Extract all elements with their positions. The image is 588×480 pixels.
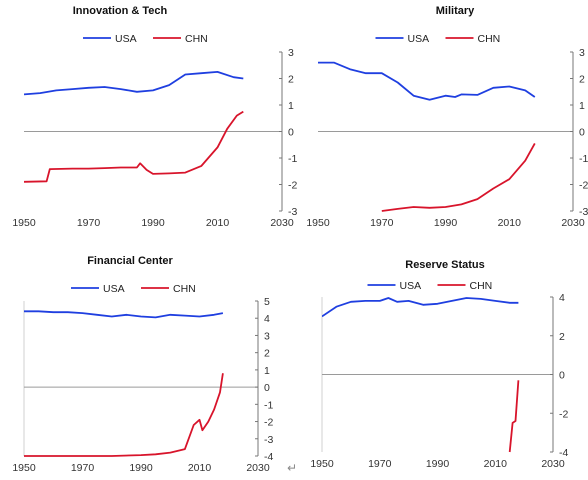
x-tick-label: 2030 (561, 217, 585, 229)
x-tick-label: 1970 (370, 217, 394, 229)
y-tick-label: 2 (288, 74, 294, 86)
series-line-usa (318, 61, 536, 101)
y-tick-label: 0 (559, 370, 565, 382)
series-line-chn (24, 373, 224, 457)
x-tick-label: 1990 (141, 217, 165, 229)
y-tick-label: 3 (288, 47, 294, 59)
y-tick-label: -3 (264, 434, 273, 446)
chart-panel-2: Military 3 2 1 0 -1 -2 -3 1950 1970 1990 2010 2030 US… (306, 5, 588, 229)
x-tick-label: 2010 (188, 462, 212, 474)
x-tick-label: 1950 (310, 458, 334, 470)
x-tick-label: 2010 (206, 217, 230, 229)
x-tick-label: 1990 (434, 217, 458, 229)
y-tick-label: 0 (288, 127, 294, 139)
y-tick-label: -1 (264, 399, 273, 411)
legend-label-chn: CHN (478, 33, 501, 45)
y-tick-label: -3 (288, 206, 297, 218)
y-tick-label: -4 (559, 447, 568, 459)
x-tick-label: 2030 (541, 458, 565, 470)
y-tick-label: 5 (264, 296, 270, 308)
chart-panel-3: Financial Center 5 4 3 2 1 0 -1 -2 -3 -4 1950 1970 19… (12, 255, 273, 474)
chart-title: Military (436, 5, 475, 17)
y-tick-label: 3 (264, 330, 270, 342)
y-tick-label: 2 (559, 331, 565, 343)
series-line-chn (381, 142, 536, 212)
chart-title: Innovation & Tech (73, 5, 168, 17)
x-tick-label: 1970 (71, 462, 95, 474)
y-tick-label: 3 (579, 47, 585, 59)
x-tick-label: 1970 (77, 217, 101, 229)
x-tick-label: 1950 (12, 462, 36, 474)
y-tick-label: -2 (579, 180, 588, 192)
legend-label-chn: CHN (173, 283, 196, 295)
y-tick-label: -4 (264, 451, 273, 463)
legend-label-chn: CHN (470, 280, 493, 292)
legend-label-usa: USA (408, 33, 430, 45)
chart-title: Financial Center (87, 255, 173, 267)
y-tick-label: 0 (264, 382, 270, 394)
x-tick-label: 2030 (270, 217, 294, 229)
x-tick-label: 1990 (129, 462, 153, 474)
y-tick-label: 4 (264, 313, 270, 325)
chart-panel-1: Innovation & Tech 3 2 1 0 -1 -2 -3 1950 1970 1990 2… (12, 5, 297, 229)
series-line-usa (322, 297, 519, 318)
y-tick-label: 2 (264, 348, 270, 360)
chart-title: Reserve Status (405, 259, 485, 271)
y-tick-label: 2 (579, 74, 585, 86)
y-tick-label: -1 (579, 153, 588, 165)
chart-panel-4: Reserve Status 4 2 0 -2 -4 1950 1970 1990 2010 203… (310, 259, 568, 470)
series-line-chn (508, 380, 520, 453)
x-tick-label: 2010 (484, 458, 508, 470)
legend-label-usa: USA (115, 33, 137, 45)
y-tick-label: -1 (288, 153, 297, 165)
x-tick-label: 2010 (498, 217, 522, 229)
x-tick-label: 2030 (246, 462, 270, 474)
series-line-usa (24, 71, 244, 96)
series-line-usa (24, 310, 224, 319)
x-tick-label: 1950 (12, 217, 36, 229)
y-tick-label: 0 (579, 127, 585, 139)
y-tick-label: 1 (264, 365, 270, 377)
series-line-chn (24, 110, 244, 183)
y-tick-label: 4 (559, 292, 565, 304)
legend-label-chn: CHN (185, 33, 208, 45)
y-tick-label: -3 (579, 206, 588, 218)
y-tick-label: 1 (579, 100, 585, 112)
y-tick-label: 1 (288, 100, 294, 112)
y-tick-label: -2 (264, 417, 273, 429)
legend-label-usa: USA (400, 280, 422, 292)
x-tick-label: 1950 (306, 217, 330, 229)
return-mark-icon: ↵ (287, 461, 298, 475)
y-tick-label: -2 (559, 408, 568, 420)
legend-label-usa: USA (103, 283, 125, 295)
x-tick-label: 1990 (426, 458, 450, 470)
x-tick-label: 1970 (368, 458, 392, 470)
y-tick-label: -2 (288, 180, 297, 192)
